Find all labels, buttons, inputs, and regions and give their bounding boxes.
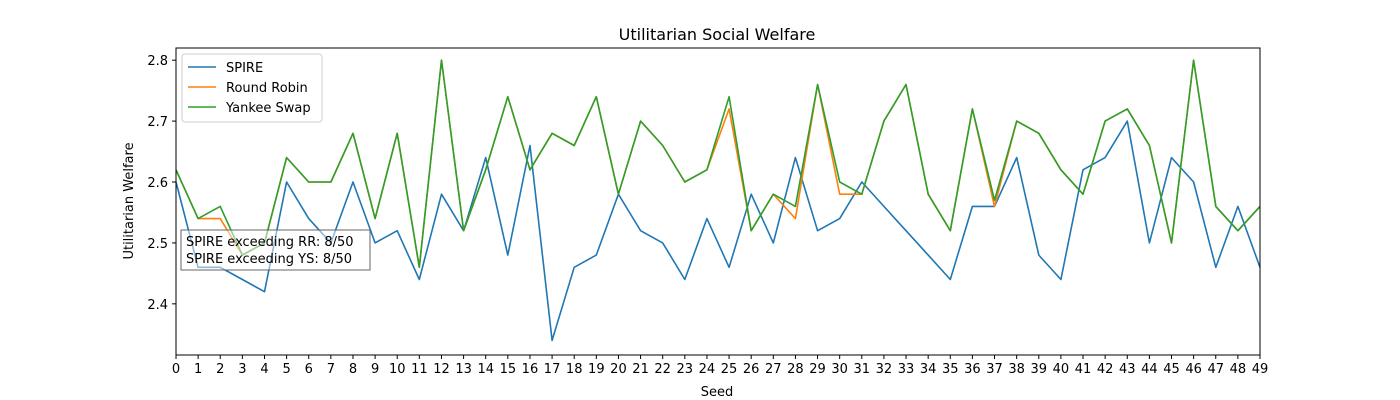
- x-tick-label: 41: [1075, 362, 1092, 377]
- x-tick-label: 43: [1119, 362, 1136, 377]
- y-tick-label: 2.4: [147, 298, 168, 313]
- x-tick-label: 0: [172, 362, 180, 377]
- x-tick-label: 19: [588, 362, 605, 377]
- legend-label-yankee-swap: Yankee Swap: [225, 101, 311, 116]
- x-tick-label: 18: [566, 362, 583, 377]
- x-tick-label: 15: [500, 362, 517, 377]
- x-tick-label: 22: [654, 362, 671, 377]
- x-tick-label: 11: [411, 362, 428, 377]
- y-axis: 2.4 2.5 2.6 2.7 2.8: [147, 54, 176, 313]
- annotation-frame: [180, 229, 371, 271]
- x-tick-label: 31: [854, 362, 871, 377]
- legend: SPIRE Round Robin Yankee Swap: [181, 53, 323, 123]
- y-tick-label: 2.5: [147, 237, 168, 252]
- x-tick-label: 49: [1252, 362, 1269, 377]
- x-tick-label: 27: [765, 362, 782, 377]
- x-tick-label: 7: [327, 362, 335, 377]
- x-tick-label: 47: [1207, 362, 1224, 377]
- x-tick-label: 34: [920, 362, 937, 377]
- x-tick-label: 48: [1230, 362, 1247, 377]
- legend-box: [181, 53, 323, 123]
- x-tick-label: 36: [964, 362, 981, 377]
- x-tick-label: 12: [433, 362, 450, 377]
- series-line-spire: [175, 120, 1261, 342]
- x-tick-label: 28: [787, 362, 804, 377]
- x-tick-label: 3: [238, 362, 246, 377]
- x-tick-label: 16: [522, 362, 539, 377]
- x-tick-label: 39: [1031, 362, 1048, 377]
- x-tick-label: 14: [477, 362, 494, 377]
- series-line-yankee-swap: [175, 59, 1261, 269]
- legend-label-spire: SPIRE: [226, 61, 263, 76]
- x-tick-label: 35: [942, 362, 959, 377]
- annotation-rr: SPIRE exceeding RR: 8/50: [186, 235, 354, 250]
- x-tick-label: 33: [898, 362, 915, 377]
- y-tick-label: 2.8: [147, 54, 168, 69]
- plot-lines: [175, 59, 1261, 342]
- x-tick-label: 10: [389, 362, 406, 377]
- x-tick-label: 44: [1141, 362, 1158, 377]
- x-tick-label: 42: [1097, 362, 1114, 377]
- legend-label-round-robin: Round Robin: [226, 81, 308, 96]
- y-axis-label: Utilitarian Welfare: [122, 142, 137, 259]
- x-tick-label: 29: [809, 362, 826, 377]
- x-axis: 0 1 2 3 4 5 6 7 8 9 10 11 12 13 14 15 16 17 18 19 20 21 22 23 24…: [172, 355, 1268, 377]
- x-tick-label: 2: [216, 362, 224, 377]
- x-tick-label: 26: [743, 362, 760, 377]
- x-tick-label: 32: [876, 362, 893, 377]
- y-tick-label: 2.6: [147, 176, 168, 191]
- x-tick-label: 30: [831, 362, 848, 377]
- x-tick-label: 8: [349, 362, 357, 377]
- x-tick-label: 23: [677, 362, 694, 377]
- x-tick-label: 38: [1008, 362, 1025, 377]
- x-tick-label: 24: [699, 362, 716, 377]
- annotation-box: SPIRE exceeding RR: 8/50 SPIRE exceeding…: [180, 229, 371, 271]
- x-tick-label: 9: [371, 362, 379, 377]
- x-tick-label: 46: [1185, 362, 1202, 377]
- x-tick-label: 40: [1053, 362, 1070, 377]
- x-tick-label: 6: [305, 362, 313, 377]
- annotation-ys: SPIRE exceeding YS: 8/50: [186, 252, 352, 267]
- x-tick-label: 20: [610, 362, 627, 377]
- x-tick-label: 17: [544, 362, 561, 377]
- x-tick-label: 13: [455, 362, 472, 377]
- x-tick-label: 25: [721, 362, 738, 377]
- x-tick-label: 4: [260, 362, 268, 377]
- chart-title: Utilitarian Social Welfare: [619, 25, 816, 44]
- y-tick-label: 2.7: [147, 115, 168, 130]
- x-axis-label: Seed: [701, 385, 734, 400]
- x-tick-label: 21: [632, 362, 649, 377]
- plot-frame: [175, 47, 1261, 356]
- x-tick-label: 45: [1163, 362, 1180, 377]
- x-tick-label: 5: [282, 362, 290, 377]
- x-tick-label: 1: [194, 362, 202, 377]
- x-tick-label: 37: [986, 362, 1003, 377]
